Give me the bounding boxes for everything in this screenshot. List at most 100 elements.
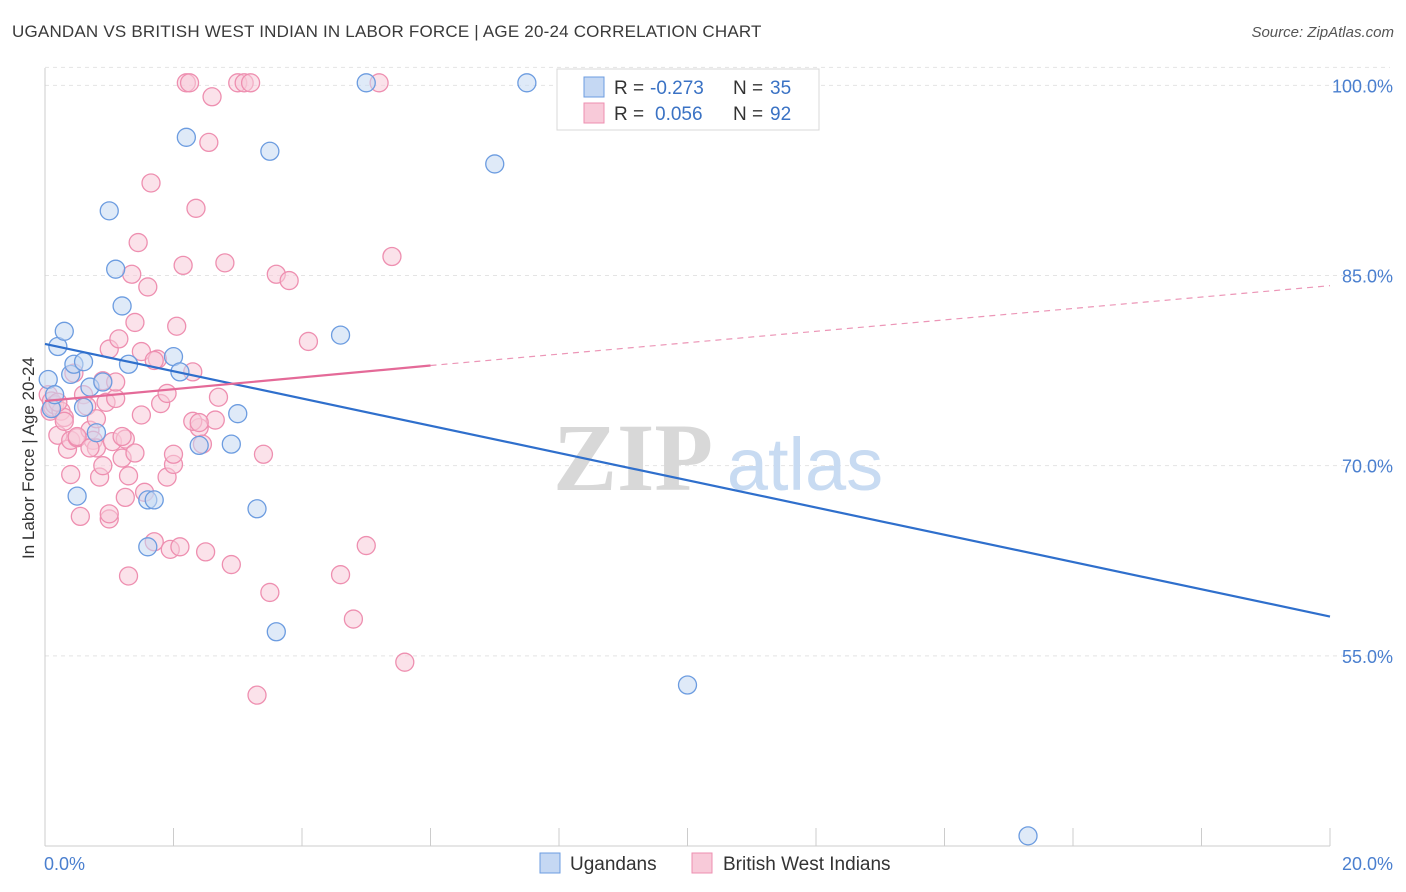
source-label: Source: ZipAtlas.com	[1251, 24, 1394, 41]
bottom-legend-label-blue: Ugandans	[570, 854, 657, 875]
trend-line-blue	[44, 342, 1331, 618]
legend-r-value-blue: -0.273	[650, 78, 704, 99]
point-pink-36	[138, 277, 158, 297]
legend-n-label-blue: N =	[733, 78, 763, 99]
point-pink-70	[343, 609, 364, 629]
series-ugandans	[38, 73, 1038, 846]
trend-line-pink	[44, 364, 431, 403]
point-blue-26	[260, 141, 280, 161]
series-legend: Ugandans British West Indians	[539, 852, 891, 875]
point-pink-54	[199, 132, 219, 153]
point-pink-31	[122, 264, 142, 284]
watermark: ZIP atlas	[553, 404, 883, 511]
point-pink-80	[93, 456, 113, 476]
point-blue-12	[93, 372, 113, 392]
point-blue-9	[73, 397, 94, 418]
point-blue-34	[138, 537, 158, 557]
point-pink-13	[70, 506, 90, 527]
point-pink-65	[260, 582, 280, 603]
point-pink-76	[54, 411, 74, 431]
point-pink-68	[298, 331, 319, 352]
chart-title: UGANDAN VS BRITISH WEST INDIAN IN LABOR …	[12, 22, 762, 41]
point-blue-27	[266, 622, 286, 642]
point-blue-28	[330, 325, 351, 345]
point-pink-82	[112, 426, 132, 447]
point-pink-32	[125, 312, 145, 333]
point-blue-22	[189, 435, 209, 456]
stats-legend: R = -0.273 N = 35 R = 0.056 N = 92	[556, 68, 820, 131]
point-pink-85	[144, 350, 164, 371]
point-pink-69	[330, 565, 351, 585]
point-pink-25	[106, 388, 126, 409]
point-pink-44	[167, 316, 187, 336]
point-blue-32	[677, 675, 698, 695]
point-pink-91	[115, 487, 135, 508]
point-blue-24	[228, 404, 248, 424]
y-tick-label-2: 70.0%	[1342, 457, 1393, 477]
legend-r-label-pink: R =	[614, 104, 644, 125]
legend-r-label-blue: R =	[614, 78, 644, 99]
legend-n-value-blue: 35	[770, 78, 791, 99]
point-blue-30	[485, 154, 505, 174]
point-pink-67	[279, 270, 299, 291]
y-axis-title: In Labor Force | Age 20-24	[19, 357, 38, 559]
y-tick-label-1: 85.0%	[1342, 267, 1393, 287]
point-pink-29	[118, 466, 139, 486]
legend-swatch-blue	[583, 76, 605, 98]
point-pink-56	[205, 410, 225, 430]
point-pink-87	[163, 444, 184, 464]
point-pink-45	[170, 537, 190, 557]
point-pink-83	[125, 443, 145, 463]
y-tick-label-0: 100.0%	[1332, 76, 1393, 96]
legend-n-value-pink: 92	[770, 104, 791, 125]
trend-extension-pink	[430, 285, 1331, 367]
point-pink-90	[99, 504, 119, 524]
point-pink-9	[61, 464, 81, 485]
point-pink-86	[157, 383, 177, 404]
grid-lines	[45, 66, 1390, 657]
point-pink-62	[240, 73, 261, 93]
point-blue-25	[247, 499, 267, 519]
point-pink-73	[382, 246, 402, 267]
point-blue-33	[1018, 826, 1038, 846]
point-pink-63	[247, 685, 267, 705]
point-blue-7	[67, 486, 87, 506]
point-pink-89	[189, 412, 209, 433]
bottom-legend-label-pink: British West Indians	[723, 854, 891, 875]
point-pink-84	[131, 405, 152, 425]
legend-n-label-pink: N =	[733, 104, 763, 125]
point-pink-30	[118, 566, 139, 586]
point-pink-74	[395, 652, 415, 672]
point-blue-14	[106, 259, 126, 279]
bottom-legend-swatch-blue	[539, 852, 561, 874]
trend-lines	[44, 285, 1331, 618]
point-pink-59	[221, 554, 241, 575]
point-pink-26	[109, 329, 129, 349]
point-blue-13	[99, 201, 119, 221]
x-tick-label-1: 20.0%	[1342, 854, 1393, 874]
bottom-legend-swatch-pink	[691, 852, 713, 874]
point-pink-48	[179, 73, 200, 93]
point-pink-58	[215, 253, 235, 273]
point-blue-16	[118, 354, 139, 374]
point-pink-57	[208, 387, 229, 407]
legend-r-value-pink: 0.056	[655, 104, 703, 125]
legend-swatch-pink	[583, 102, 605, 124]
point-pink-50	[186, 198, 206, 218]
point-blue-29	[356, 73, 376, 93]
point-pink-77	[67, 426, 87, 447]
y-tick-label-3: 55.0%	[1342, 647, 1393, 667]
point-blue-8	[73, 352, 94, 372]
point-pink-53	[195, 542, 216, 562]
point-blue-23	[221, 434, 241, 454]
point-pink-33	[128, 232, 148, 253]
x-tick-label-0: 0.0%	[44, 854, 85, 874]
axes	[44, 68, 1331, 847]
point-pink-71	[356, 535, 376, 556]
watermark-atlas: atlas	[727, 423, 883, 506]
point-pink-55	[202, 87, 222, 107]
point-blue-15	[112, 296, 132, 316]
point-pink-64	[253, 444, 274, 464]
point-pink-37	[141, 173, 161, 193]
